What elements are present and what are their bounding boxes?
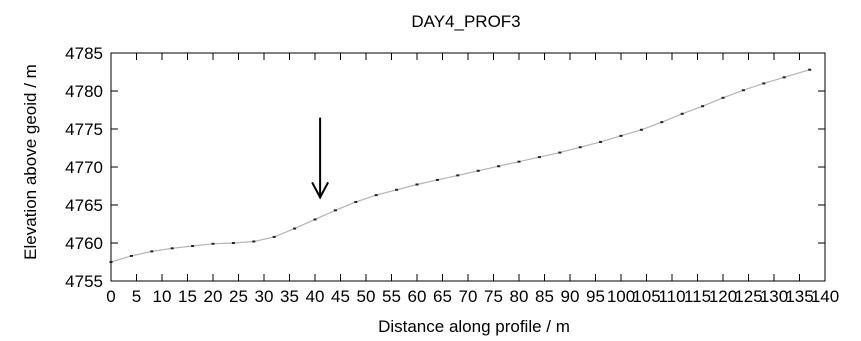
plot-frame: [110, 52, 826, 282]
x-tick-label: 105: [632, 287, 660, 306]
x-tick-label: 125: [734, 287, 762, 306]
profile-point: [741, 89, 745, 92]
x-tick-label: 55: [382, 287, 401, 306]
profile-point: [497, 165, 501, 168]
profile-point: [415, 183, 419, 186]
profile-point: [599, 140, 603, 143]
x-axis-title: Distance along profile / m: [378, 317, 570, 336]
profile-point: [680, 112, 684, 115]
profile-point: [109, 261, 113, 263]
x-tick-label: 110: [658, 287, 685, 306]
down-arrow-head: [311, 181, 329, 200]
x-tick-label: 75: [484, 287, 503, 306]
profile-point: [293, 227, 297, 230]
profile-line: [110, 69, 810, 263]
x-tick-label: 120: [709, 287, 737, 306]
profile-point: [333, 209, 337, 212]
profile-point: [660, 121, 664, 124]
profile-point: [782, 76, 786, 79]
x-tick-label: 85: [535, 287, 554, 306]
x-tick-label: 65: [433, 287, 452, 306]
profile-point: [639, 128, 643, 131]
x-tick-label: 70: [459, 287, 478, 306]
profile-point: [252, 240, 256, 243]
y-tick-label: 4780: [65, 82, 103, 101]
x-tick-label: 135: [785, 287, 813, 306]
y-tick-label: 4770: [65, 158, 103, 177]
profile-point: [558, 151, 562, 154]
profile-point: [721, 96, 725, 99]
profile-point: [272, 235, 276, 238]
profile-point: [129, 254, 133, 257]
profile-point: [456, 174, 460, 177]
x-tick-label: 60: [408, 287, 427, 306]
profile-point: [313, 218, 317, 221]
profile-point: [191, 245, 195, 248]
profile-point: [354, 200, 358, 203]
profile-point: [435, 178, 439, 181]
y-tick-label: 4755: [65, 272, 103, 291]
profile-point: [762, 82, 766, 85]
x-tick-label: 5: [132, 287, 141, 306]
x-tick-label: 100: [607, 287, 635, 306]
x-tick-label: 30: [255, 287, 274, 306]
profile-point: [374, 194, 378, 197]
x-axis-ticks: 0 5 10 15 20 25 30 35 40 45 50 55 60 65 70 75 80 85 90 95 10…: [106, 53, 839, 306]
x-tick-label: 95: [586, 287, 605, 306]
profile-point: [701, 105, 705, 108]
profile-point: [150, 250, 154, 253]
x-tick-label: 50: [357, 287, 376, 306]
profile-point: [578, 146, 582, 149]
profile-point: [211, 242, 215, 245]
x-tick-label: 80: [510, 287, 529, 306]
x-tick-label: 130: [760, 287, 788, 306]
x-tick-label: 10: [153, 287, 172, 306]
profile-point: [170, 247, 174, 250]
series-layer: [109, 68, 812, 263]
x-tick-label: 115: [684, 287, 711, 306]
profile-point: [476, 169, 480, 172]
x-tick-label: 90: [561, 287, 580, 306]
chart-title: DAY4_PROF3: [411, 12, 520, 31]
y-tick-label: 4760: [65, 234, 103, 253]
y-tick-label: 4775: [65, 120, 103, 139]
x-tick-label: 0: [106, 287, 115, 306]
y-tick-label: 4765: [65, 196, 103, 215]
y-tick-label: 4785: [65, 44, 103, 63]
profile-point: [619, 134, 623, 137]
profile-point: [808, 68, 812, 71]
profile-point: [517, 160, 521, 163]
profile-point: [537, 156, 541, 159]
x-tick-label: 20: [204, 287, 223, 306]
annotation-layer: [311, 117, 329, 200]
y-axis-ticks: 4755 4760 4765 4770 4775 4780 4785: [65, 44, 825, 291]
x-tick-label: 25: [229, 287, 248, 306]
profile-point: [395, 188, 399, 191]
y-axis-title: Elevation above geoid / m: [21, 64, 40, 260]
x-tick-label: 45: [331, 287, 350, 306]
x-tick-label: 15: [178, 287, 197, 306]
profile-point: [231, 242, 235, 244]
x-tick-label: 140: [811, 287, 839, 306]
x-tick-label: 35: [280, 287, 299, 306]
x-tick-label: 40: [306, 287, 325, 306]
